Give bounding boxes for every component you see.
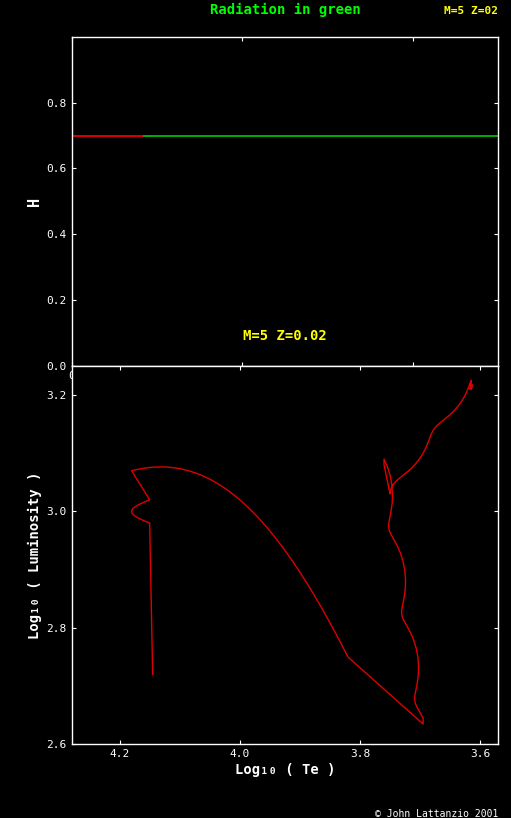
X-axis label: Log₁₀ ( Te ): Log₁₀ ( Te ) [235,763,335,777]
X-axis label: Mass/M☉: Mass/M☉ [256,385,314,399]
Text: © John Lattanzio 2001: © John Lattanzio 2001 [375,429,498,438]
Y-axis label: Log₁₀ ( Luminosity ): Log₁₀ ( Luminosity ) [28,471,42,639]
Text: M=5 Z=0.02: M=5 Z=0.02 [243,329,327,344]
Text: Radiation in green: Radiation in green [210,3,360,17]
Text: M=5 Z=02: M=5 Z=02 [444,6,498,16]
Y-axis label: H: H [27,197,42,206]
Text: © John Lattanzio 2001: © John Lattanzio 2001 [375,809,498,818]
